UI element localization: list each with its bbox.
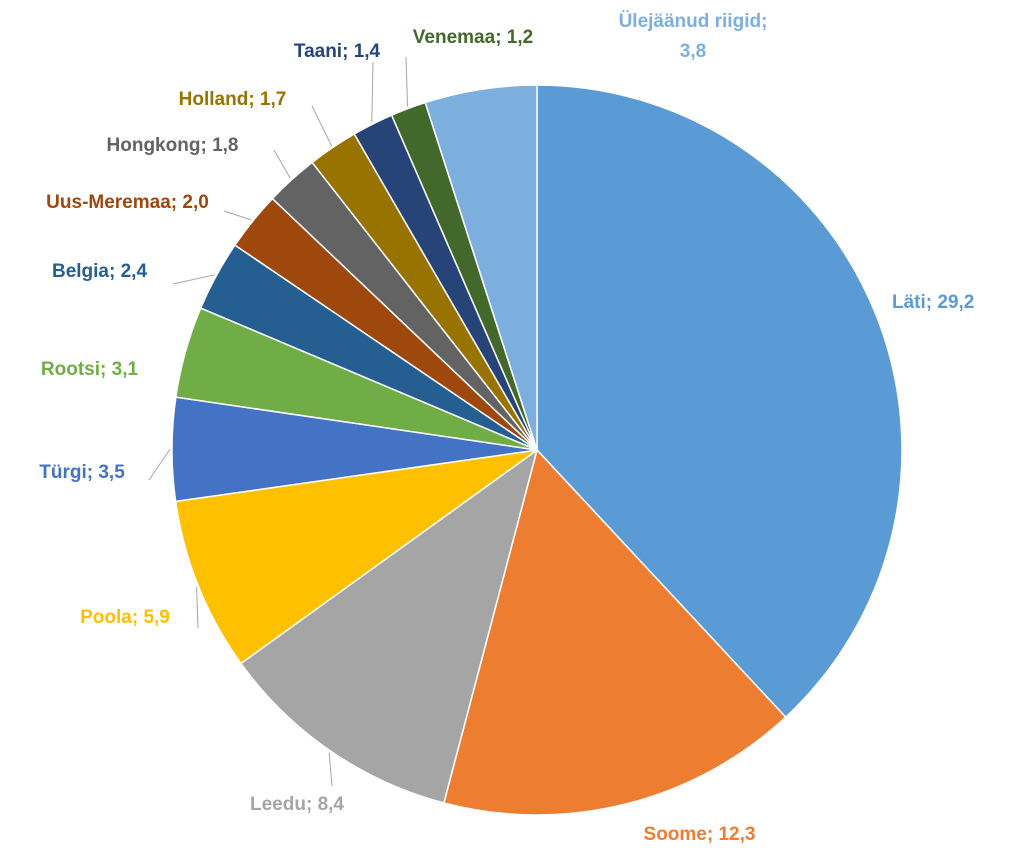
leader-line [148, 448, 171, 481]
label-name: Belgia [51, 261, 109, 282]
data-label: Uus-Meremaa; 2,0 [30, 188, 225, 218]
label-name: Taani [293, 41, 343, 62]
label-separator: ; [305, 794, 313, 815]
label-name: Holland [178, 89, 249, 110]
label-name: Ülejäänud riigid [618, 11, 762, 32]
pie-slice [174, 449, 538, 665]
pie-slice [442, 448, 787, 816]
data-label: Holland; 1,7 [150, 85, 315, 115]
leader-line [223, 210, 252, 221]
leader-line [371, 61, 374, 123]
label-value: 3,8 [679, 41, 707, 62]
label-name: Türgi [39, 462, 87, 483]
data-label: Soome; 12,3 [612, 820, 787, 850]
label-name: Soome [643, 824, 707, 845]
label-name: Venemaa [412, 27, 496, 48]
leader-line [273, 149, 291, 179]
label-value: 2,0 [182, 192, 209, 213]
data-label: Leedu; 8,4 [212, 790, 382, 820]
pie-slice [424, 84, 538, 451]
label-value: 12,3 [718, 824, 756, 845]
data-label: Rootsi; 3,1 [12, 355, 167, 385]
label-value: 8,4 [317, 794, 344, 815]
leader-line [172, 274, 215, 285]
label-separator: ; [248, 89, 255, 110]
label-separator: ; [100, 359, 107, 380]
label-name: Läti [892, 292, 926, 313]
label-name: Hongkong [106, 135, 201, 156]
label-separator: ; [86, 462, 94, 483]
label-separator: ; [925, 292, 933, 313]
pie-slice [239, 448, 539, 804]
label-value: 3,1 [111, 359, 139, 380]
label-separator: ; [342, 41, 349, 62]
label-separator: ; [131, 607, 139, 628]
data-label: Ülejäänud riigid; 3,8 [618, 7, 768, 67]
label-value: 5,9 [143, 607, 170, 628]
label-separator: ; [761, 11, 768, 32]
label-value: 1,4 [353, 41, 381, 62]
leader-line [196, 587, 199, 629]
data-label: Taani; 1,4 [262, 37, 412, 67]
label-separator: ; [706, 824, 714, 845]
data-label: Poola; 5,9 [50, 603, 200, 633]
data-label: Läti; 29,2 [892, 288, 1036, 318]
data-label: Venemaa; 1,2 [378, 23, 568, 53]
label-name: Leedu [250, 794, 306, 815]
label-name: Rootsi [40, 359, 101, 380]
data-label: Belgia; 2,4 [22, 257, 177, 287]
data-label: Türgi; 3,5 [12, 458, 152, 488]
label-name: Uus-Meremaa [46, 192, 171, 213]
data-label: Hongkong; 1,8 [70, 131, 275, 161]
label-value: 1,2 [506, 27, 534, 48]
leader-line [311, 105, 333, 147]
label-value: 1,8 [212, 135, 239, 156]
leader-line [405, 56, 409, 107]
pie-slice [536, 84, 903, 719]
label-value: 1,7 [259, 89, 287, 110]
label-name: Poola [80, 607, 132, 628]
label-value: 29,2 [937, 292, 975, 313]
label-separator: ; [495, 27, 502, 48]
label-separator: ; [200, 135, 207, 156]
label-separator: ; [109, 261, 116, 282]
label-value: 2,4 [120, 261, 148, 282]
label-separator: ; [170, 192, 178, 213]
label-value: 3,5 [98, 462, 125, 483]
leader-line [328, 752, 333, 787]
